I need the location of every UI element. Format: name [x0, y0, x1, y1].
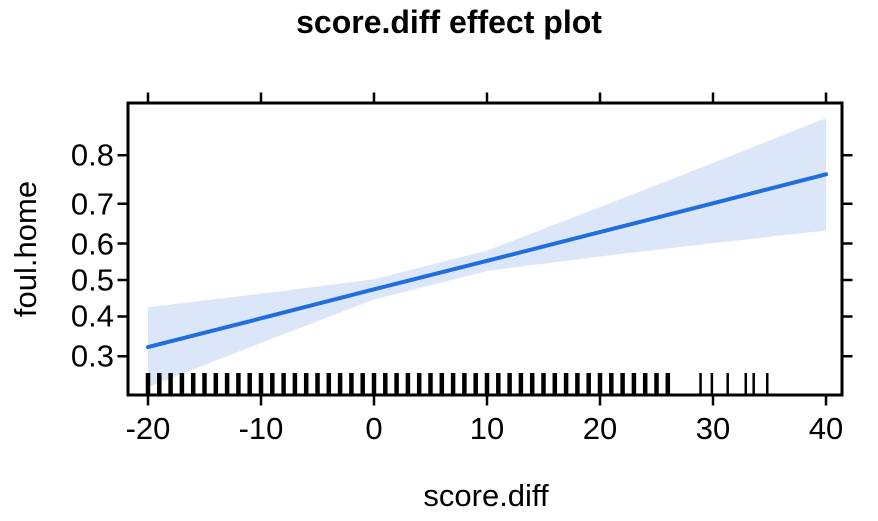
y-tick-label: 0.3 [70, 338, 114, 374]
y-tick-label: 0.8 [70, 137, 114, 173]
plot-box [126, 101, 844, 397]
x-tick-label: 0 [365, 411, 383, 446]
x-tick-label: 40 [808, 411, 844, 446]
x-tick-label: 10 [469, 411, 505, 446]
x-tick-label: 30 [695, 411, 731, 446]
y-tick-label: 0.7 [70, 186, 114, 222]
plot-title: score.diff effect plot [296, 4, 602, 40]
confidence-band [148, 118, 826, 388]
effect-line [146, 172, 828, 350]
x-axis-label: score.diff [423, 478, 549, 513]
x-tick-label: -20 [125, 411, 171, 446]
x-tick-label: 20 [582, 411, 618, 446]
y-tick-label: 0.6 [70, 226, 114, 261]
y-tick-label: 0.4 [70, 298, 114, 334]
x-tick-label: -10 [238, 411, 284, 446]
y-tick-label: 0.5 [70, 262, 114, 298]
